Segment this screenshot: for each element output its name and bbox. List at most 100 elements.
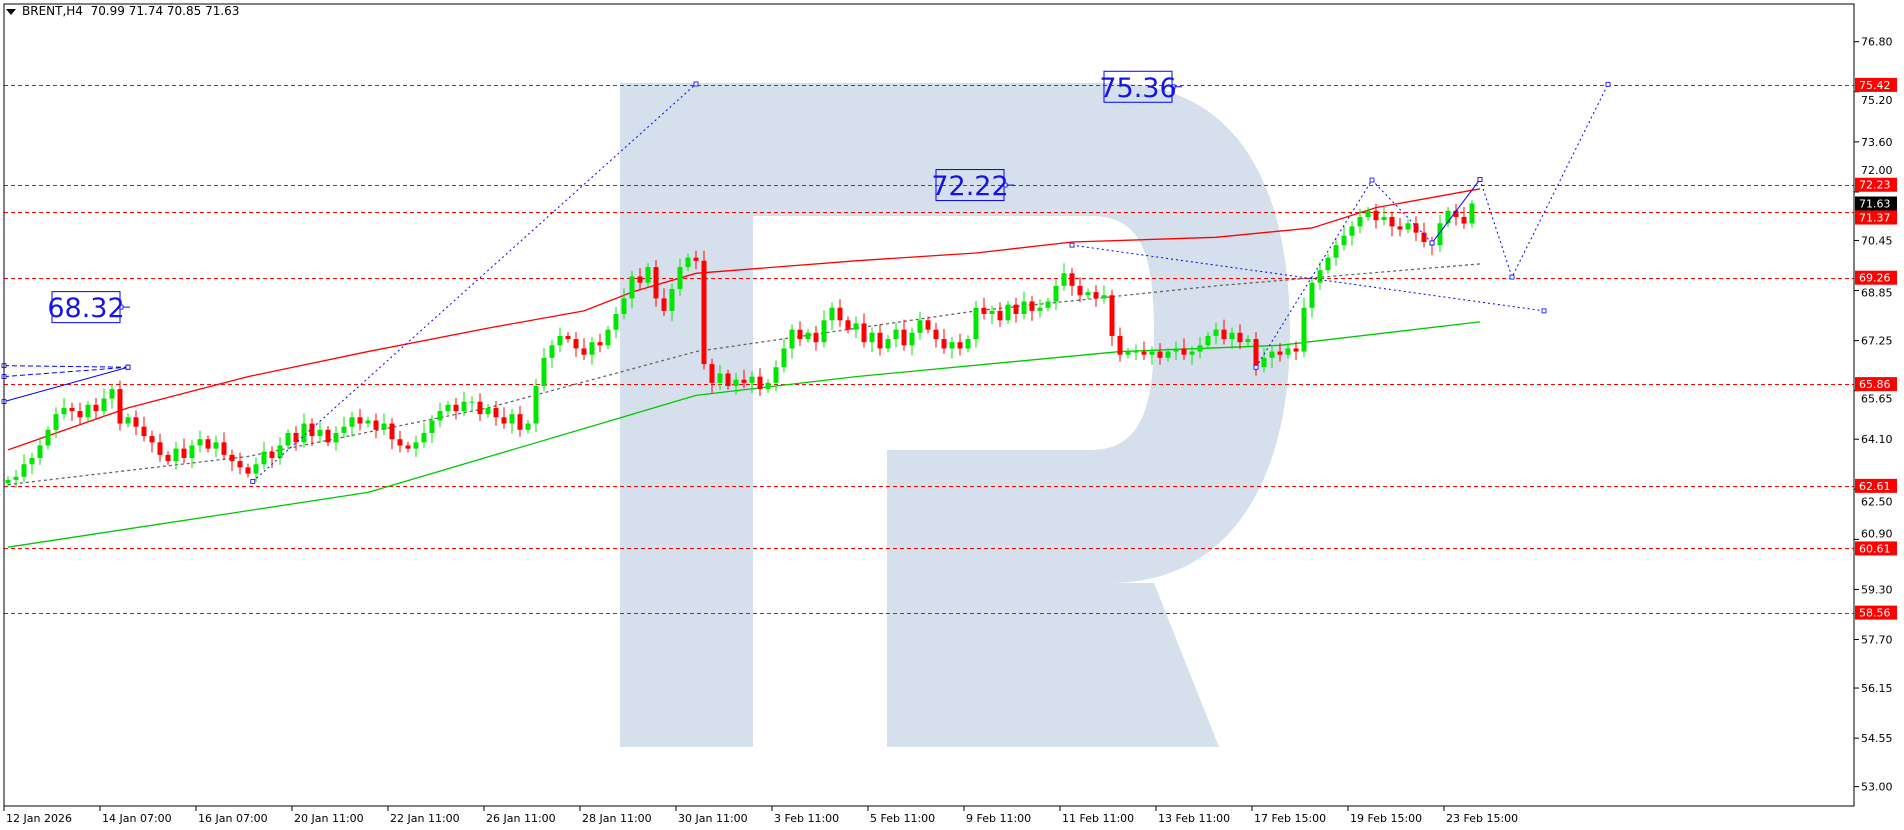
bearish-candle xyxy=(709,364,715,383)
level-price-badge xyxy=(1855,177,1897,192)
y-tick-label: 65.65 xyxy=(1861,393,1893,406)
y-tick-label: 64.10 xyxy=(1861,433,1893,446)
bullish-candle xyxy=(277,445,283,458)
x-tick-label: 26 Jan 11:00 xyxy=(486,812,556,825)
level-price-badge xyxy=(1855,270,1897,285)
bullish-candle xyxy=(317,429,323,437)
bullish-candle xyxy=(605,329,611,346)
bearish-candle xyxy=(149,436,155,443)
x-tick-label: 11 Feb 11:00 xyxy=(1062,812,1134,825)
bearish-candle xyxy=(245,467,251,474)
forecast-point-marker xyxy=(250,479,256,484)
bearish-candle xyxy=(1117,335,1123,355)
x-tick-label: 23 Feb 15:00 xyxy=(1446,812,1518,825)
price-axis[interactable]: 76.80 75.20 73.60 72.00 70.45 68.85 67.25 65.65… xyxy=(1854,36,1897,794)
bullish-candle xyxy=(621,298,627,315)
x-tick-label: 9 Feb 11:00 xyxy=(966,812,1031,825)
y-tick-label: 70.45 xyxy=(1861,234,1893,247)
level-price-label: 71.37 xyxy=(1859,212,1891,225)
level-price-label: 60.61 xyxy=(1859,542,1891,555)
level-price-badge xyxy=(1855,377,1897,392)
bearish-candle xyxy=(477,401,483,415)
bullish-candle xyxy=(645,267,651,283)
bullish-candle xyxy=(685,257,691,268)
forecast-point-marker xyxy=(1253,364,1259,370)
y-tick-label: 73.60 xyxy=(1861,136,1893,149)
bullish-candle xyxy=(1149,351,1155,355)
annotation-label: 72.22 xyxy=(931,171,1008,202)
bullish-candle xyxy=(285,432,291,446)
bearish-candle xyxy=(165,454,171,462)
level-price-label: 58.56 xyxy=(1859,607,1891,620)
bearish-candle xyxy=(797,329,803,340)
bearish-candle xyxy=(693,257,699,261)
bullish-candle xyxy=(253,464,259,474)
forecast-point-marker xyxy=(1069,242,1075,248)
bullish-candle xyxy=(1229,332,1235,340)
bullish-candle xyxy=(1381,216,1387,221)
bullish-candle xyxy=(1301,307,1307,352)
bearish-candle xyxy=(1421,232,1427,243)
bullish-candle xyxy=(1165,351,1171,358)
forecast-point-marker xyxy=(1429,240,1435,246)
bearish-candle xyxy=(453,404,459,412)
bearish-candle xyxy=(837,307,843,321)
bullish-candle xyxy=(101,398,107,412)
bullish-candle xyxy=(1341,235,1347,246)
bearish-candle xyxy=(1157,351,1163,358)
bullish-candle xyxy=(437,411,443,421)
bullish-candle xyxy=(109,389,115,399)
forecast-point-marker xyxy=(1509,274,1515,280)
bearish-candle xyxy=(181,448,187,458)
plot-frame xyxy=(3,3,1855,807)
bearish-candle xyxy=(757,376,763,390)
bearish-candle xyxy=(1389,216,1395,227)
bearish-candle xyxy=(293,432,299,443)
bearish-candle xyxy=(637,276,643,283)
bullish-candle xyxy=(669,288,675,311)
annotation-anchor xyxy=(1171,84,1176,90)
annotation-label: 75.36 xyxy=(1099,73,1176,104)
bearish-candle xyxy=(397,439,403,446)
bullish-candle xyxy=(301,423,307,443)
bearish-candle xyxy=(1013,304,1019,315)
bearish-candle xyxy=(1461,216,1467,224)
level-price-badge xyxy=(1855,77,1897,92)
triangle-down-icon[interactable] xyxy=(6,8,16,15)
bearish-candle xyxy=(269,451,275,458)
bullish-candle xyxy=(557,335,563,346)
level-price-label: 72.23 xyxy=(1859,179,1891,192)
annotation-label: 68.32 xyxy=(47,293,124,324)
x-tick-label: 14 Jan 07:00 xyxy=(102,812,172,825)
time-axis[interactable]: 12 Jan 2026 14 Jan 07:00 16 Jan 07:00 20 Ja… xyxy=(3,806,1518,825)
bullish-candle xyxy=(1405,223,1411,230)
x-tick-label: 3 Feb 11:00 xyxy=(774,812,839,825)
bullish-candle xyxy=(1037,307,1043,311)
bullish-candle xyxy=(821,320,827,343)
bullish-candle xyxy=(189,445,195,458)
bullish-candle xyxy=(1189,351,1195,355)
bullish-candle xyxy=(829,307,835,321)
bullish-candle xyxy=(549,345,555,358)
bullish-candle xyxy=(1021,301,1027,315)
bullish-candle xyxy=(85,404,91,418)
forecast-line xyxy=(3,366,129,403)
bullish-candle xyxy=(1357,216,1363,227)
bearish-candle xyxy=(1221,329,1227,340)
bullish-candle xyxy=(485,407,491,415)
bullish-candle xyxy=(1197,345,1203,352)
bullish-candle xyxy=(261,451,267,465)
bullish-candle xyxy=(469,401,475,403)
bearish-candle xyxy=(725,373,731,386)
bullish-candle xyxy=(21,464,27,477)
y-tick-label: 57.70 xyxy=(1861,634,1893,647)
bullish-candle xyxy=(1245,339,1251,343)
forecast-line xyxy=(1479,84,1609,279)
bearish-candle xyxy=(845,320,851,330)
moving-average-line xyxy=(7,263,1481,486)
level-price-label: 69.26 xyxy=(1859,272,1891,285)
bullish-candle xyxy=(589,342,595,355)
bearish-candle xyxy=(565,335,571,340)
bullish-candle xyxy=(533,386,539,424)
